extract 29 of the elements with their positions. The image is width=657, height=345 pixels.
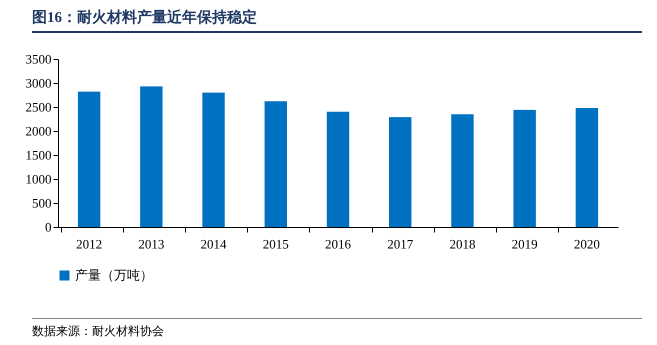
bar <box>576 108 598 227</box>
y-tick-label: 3500 <box>26 52 52 66</box>
y-tick-label: 1000 <box>26 172 52 186</box>
bar <box>513 110 536 227</box>
source-note: 数据来源：耐火材料协会 <box>32 318 642 340</box>
y-tick-label: 1500 <box>26 148 52 162</box>
bar <box>140 86 163 227</box>
chart-title: 图16：耐火材料产量近年保持稳定 <box>32 8 642 33</box>
legend-label: 产量（万吨） <box>75 268 153 282</box>
y-tick-label: 3000 <box>26 76 52 90</box>
x-tick-label: 2012 <box>76 236 102 252</box>
bar <box>202 92 225 227</box>
x-tick-label: 2019 <box>512 236 538 252</box>
y-tick-label: 500 <box>32 196 52 210</box>
x-tick-label: 2020 <box>574 236 600 252</box>
x-tick-label: 2018 <box>449 236 476 252</box>
bar <box>451 114 474 227</box>
x-tick-label: 2017 <box>387 236 414 252</box>
x-tick-label: 2013 <box>138 236 164 252</box>
bar <box>326 112 350 227</box>
x-tick-label: 2015 <box>262 236 289 252</box>
bar <box>389 117 412 227</box>
y-tick-label: 2500 <box>26 100 52 114</box>
bar <box>78 92 100 227</box>
y-tick-label: 2000 <box>26 124 52 138</box>
x-tick-label: 2016 <box>325 236 352 252</box>
x-tick-label: 2014 <box>200 236 228 252</box>
y-tick-label: 0 <box>45 220 52 234</box>
bar <box>264 101 287 227</box>
